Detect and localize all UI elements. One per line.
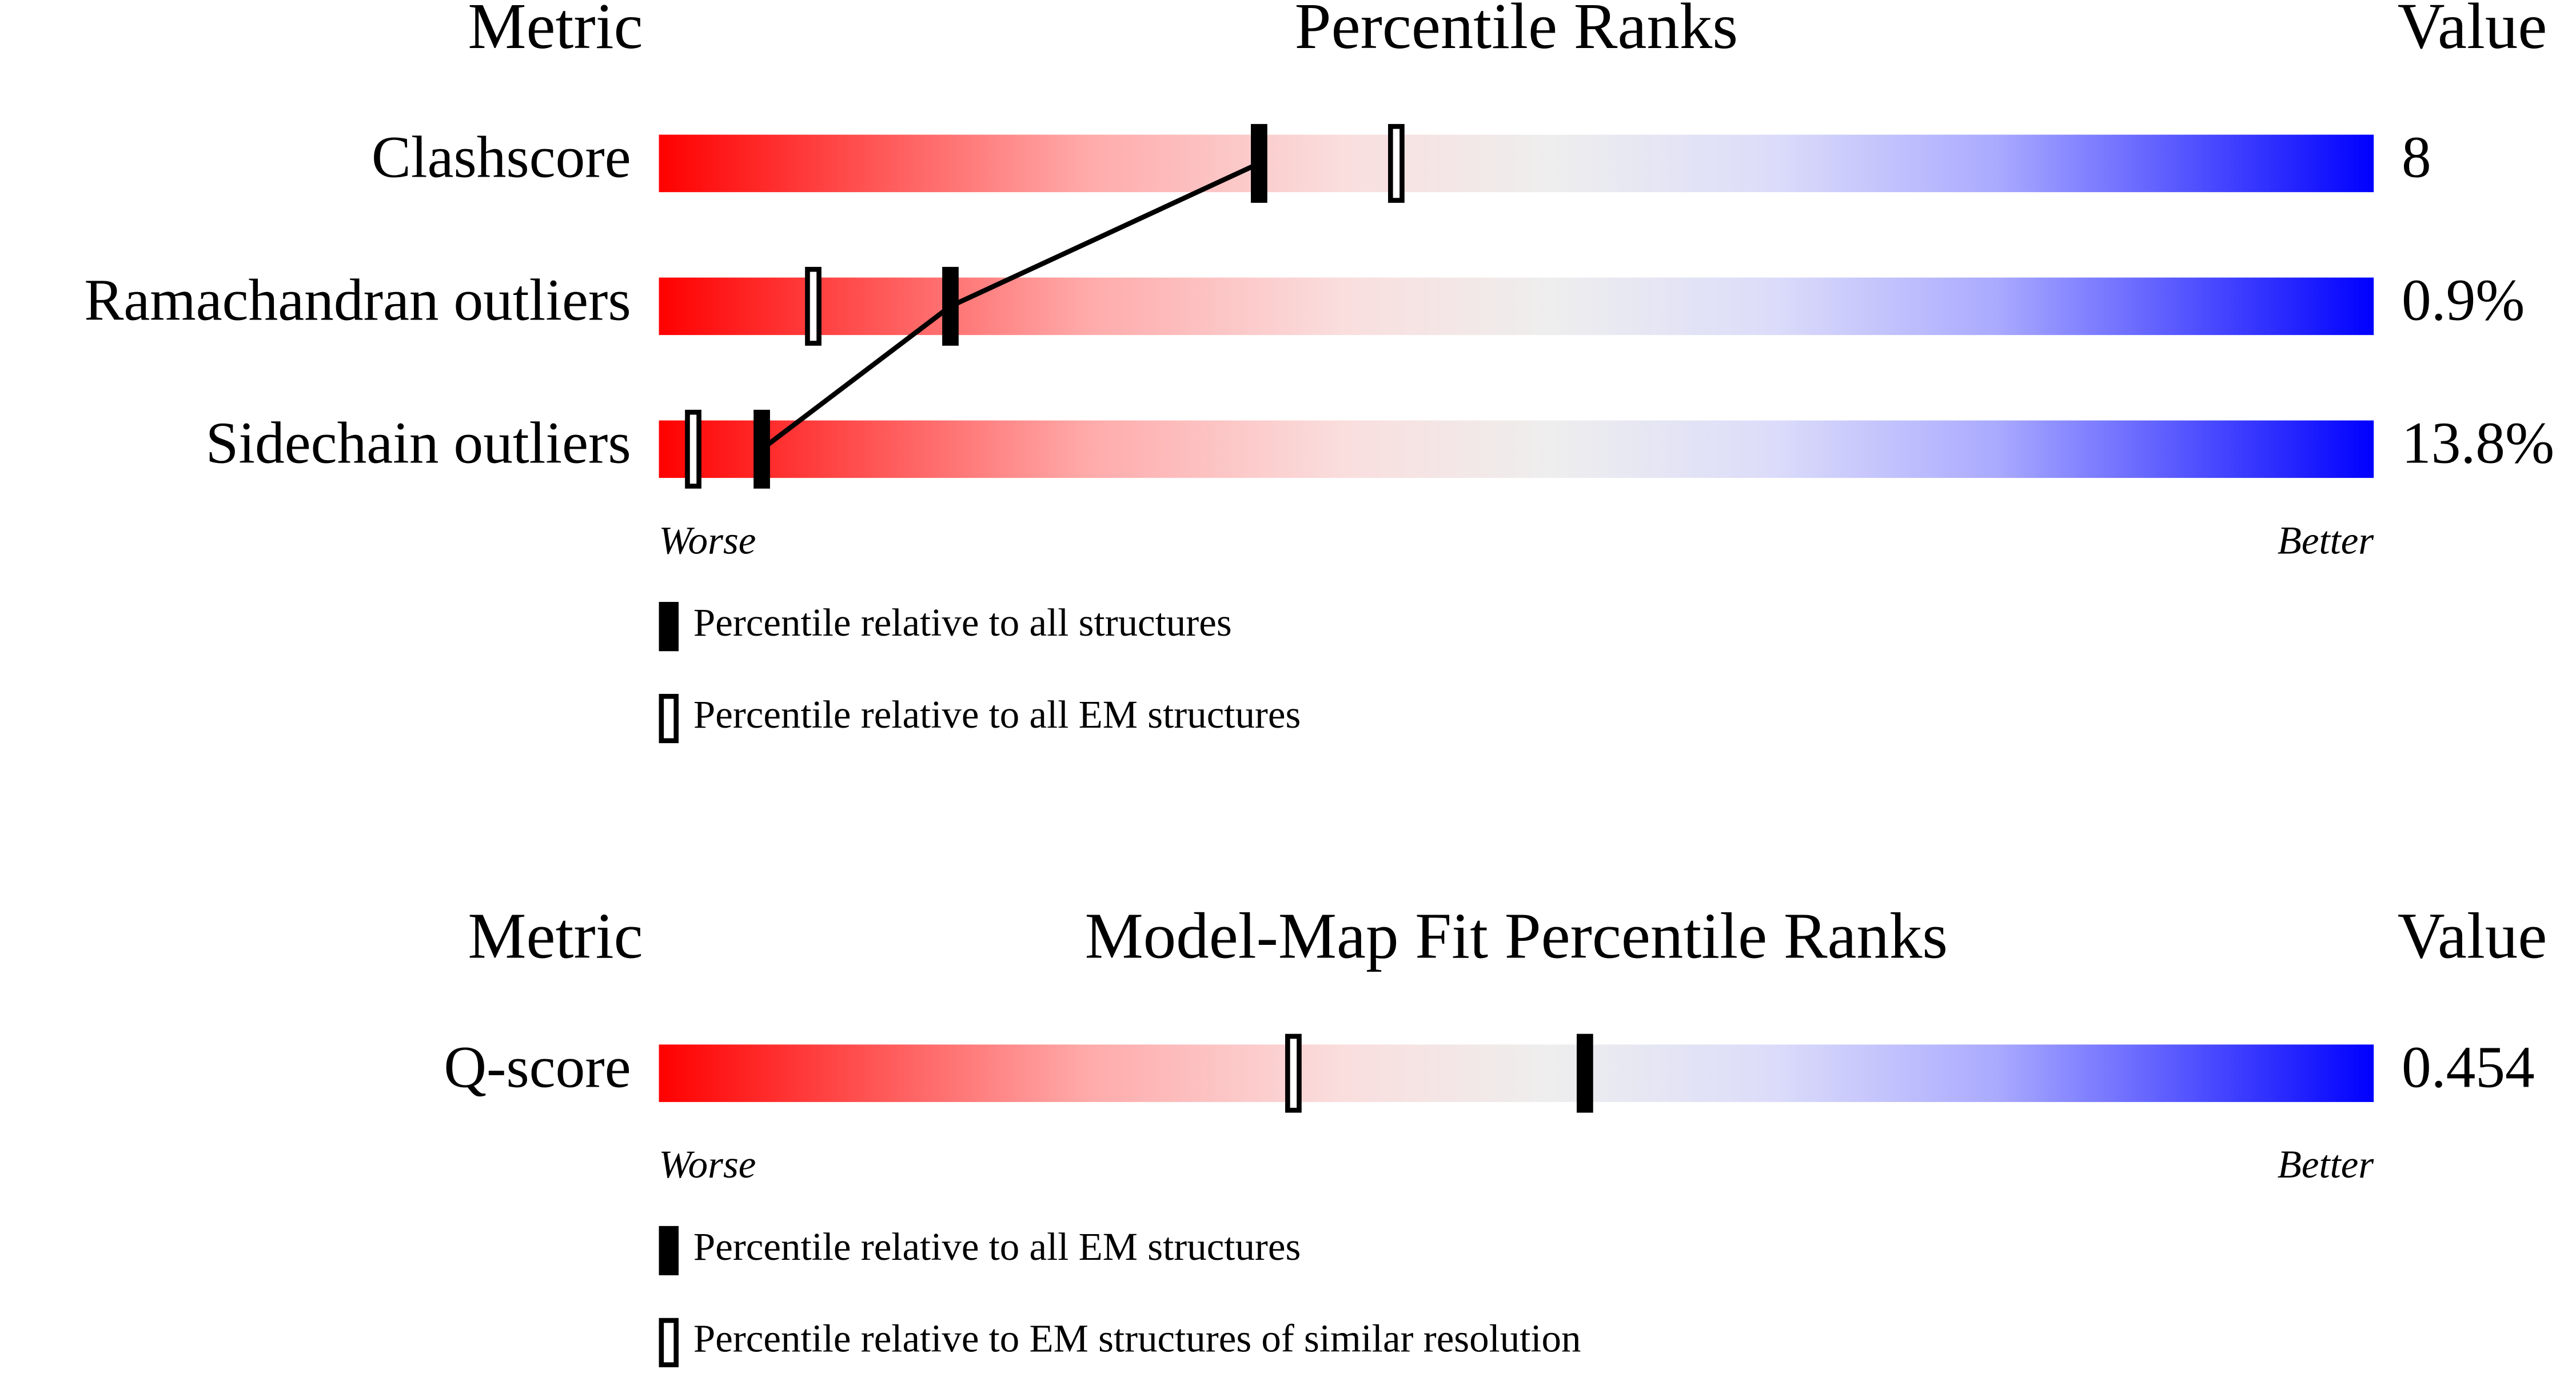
metric-label: Ramachandran outliers [84, 268, 631, 333]
percentile-marker-filled [1576, 1033, 1593, 1113]
slider-bar [659, 1044, 2374, 1102]
better-label: Better [2278, 518, 2375, 562]
legend-swatch [659, 602, 679, 652]
metric-value: 0.9% [2402, 268, 2525, 333]
percentile-marker-filled [942, 266, 959, 346]
percentile-marker-outline [1388, 123, 1405, 203]
metric-value: 0.454 [2402, 1035, 2535, 1100]
metric-label: Clashscore [372, 125, 631, 190]
metric-label: Q-score [444, 1035, 631, 1100]
percentile-marker-outline [685, 409, 701, 489]
legend-swatch [659, 693, 679, 744]
header-metric: Metric [468, 0, 643, 62]
percentile-marker-filled [1251, 123, 1267, 203]
percentile-marker-filled [753, 409, 770, 489]
slider-bar [659, 134, 2374, 193]
metric-value: 8 [2402, 125, 2431, 190]
worse-label: Worse [659, 1143, 756, 1186]
header-title: Percentile Ranks [1295, 0, 1738, 62]
header-metric: Metric [468, 900, 643, 972]
legend-label: Percentile relative to EM structures of … [693, 1317, 1581, 1360]
header-title: Model-Map Fit Percentile Ranks [1085, 900, 1948, 972]
better-label: Better [2278, 1143, 2375, 1186]
percentile-marker-outline [805, 266, 822, 346]
slider-bar [659, 420, 2374, 478]
legend-label: Percentile relative to all EM structures [693, 1225, 1301, 1268]
metric-value: 13.8% [2402, 411, 2554, 476]
percentile-marker-outline [1285, 1033, 1302, 1113]
legend-swatch [659, 1226, 679, 1276]
legend-label: Percentile relative to all structures [693, 601, 1232, 644]
metric-label: Sidechain outliers [206, 411, 631, 476]
legend-swatch [659, 1318, 679, 1367]
header-value: Value [2398, 0, 2547, 62]
slider-bar [659, 277, 2374, 336]
worse-label: Worse [659, 518, 756, 562]
header-value: Value [2398, 900, 2547, 972]
legend-label: Percentile relative to all EM structures [693, 693, 1301, 736]
